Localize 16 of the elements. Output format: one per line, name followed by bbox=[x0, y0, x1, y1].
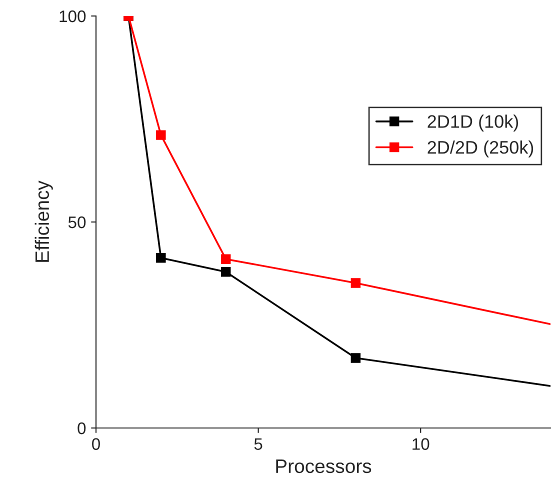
point bbox=[350, 353, 361, 363]
y-axis-title: Efficiency bbox=[34, 180, 53, 262]
y-tick-label: 100 bbox=[60, 10, 86, 22]
point bbox=[350, 278, 361, 288]
point bbox=[220, 266, 231, 277]
x-tick-label: 0 bbox=[92, 438, 100, 450]
point bbox=[220, 254, 231, 264]
x-axis-title: Processors bbox=[276, 460, 372, 474]
point bbox=[156, 252, 166, 263]
legend-label: 2D1D (10k) bbox=[428, 114, 518, 132]
point bbox=[156, 130, 166, 140]
x-tick-label: 5 bbox=[254, 438, 262, 450]
x-tick-label: 10 bbox=[412, 438, 430, 450]
y-tick-label: 50 bbox=[68, 216, 86, 228]
y-tick-label: 0 bbox=[78, 422, 86, 434]
legend-label: 2D/2D (250k) bbox=[428, 140, 534, 158]
